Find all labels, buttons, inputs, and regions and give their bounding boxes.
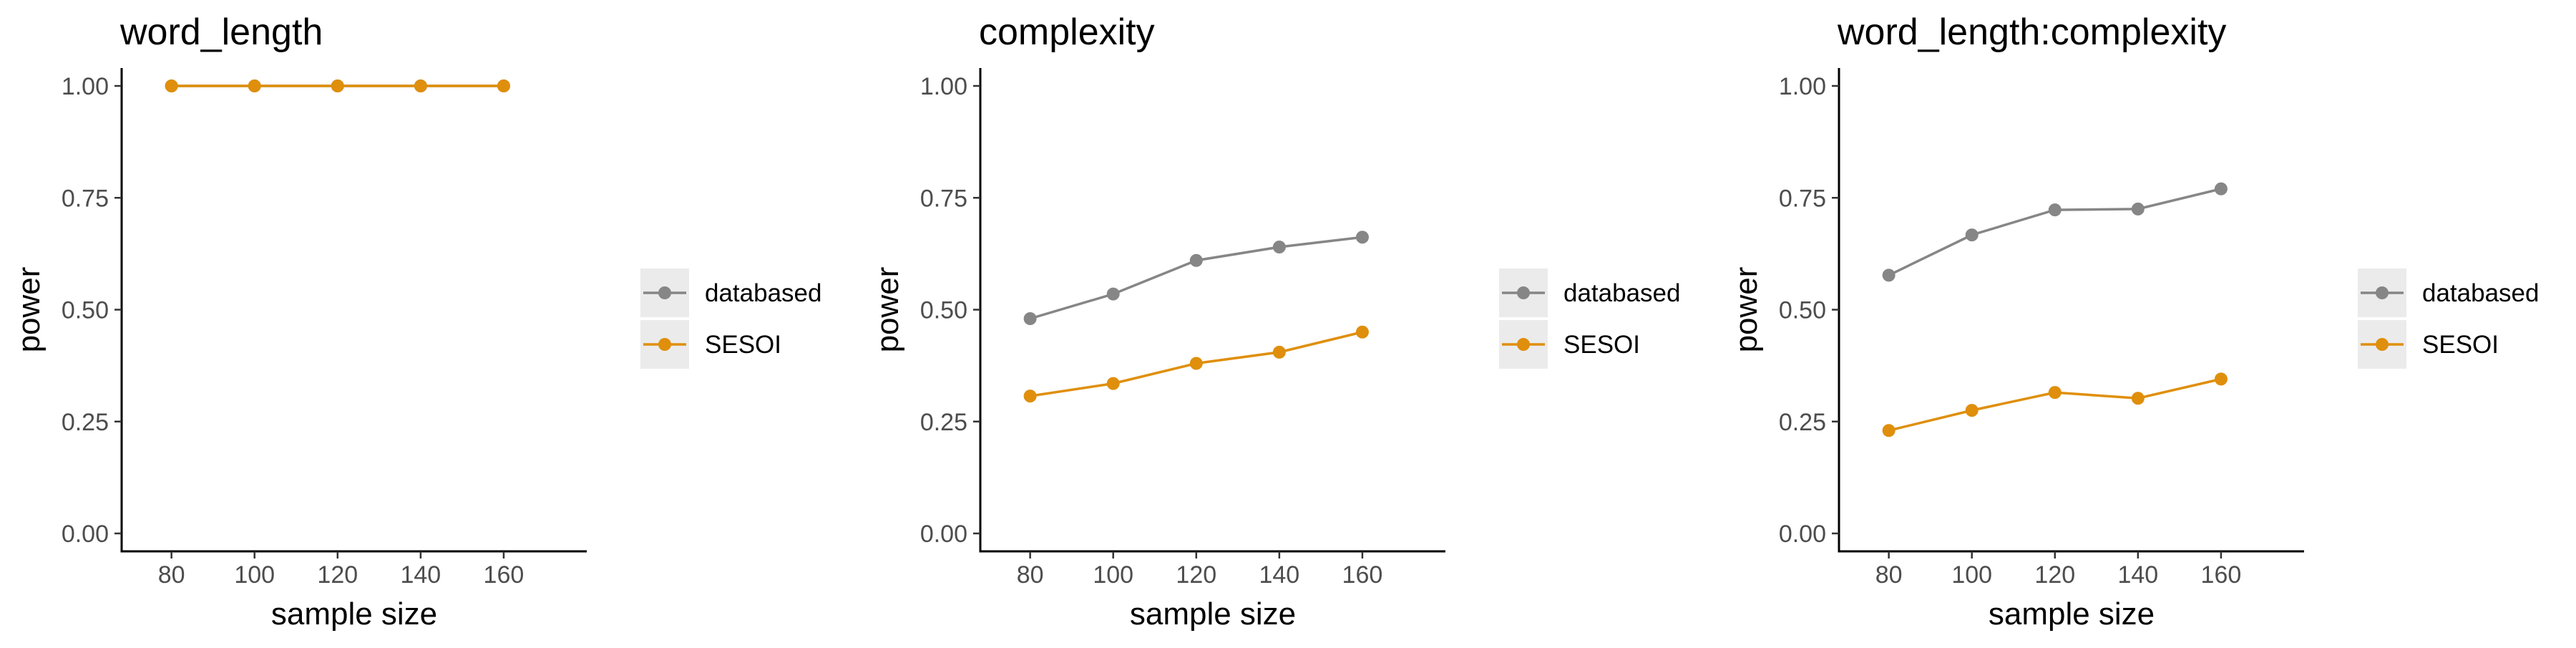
data-point-sesoi [2214,372,2228,386]
y-axis-label: power [1729,267,1764,353]
y-tick-label: 0.75 [1779,185,1826,212]
x-tick-label: 100 [1093,561,1133,589]
data-point-sesoi [2048,386,2062,400]
y-tick-label: 1.00 [1779,73,1826,100]
data-point-sesoi [331,79,344,92]
y-tick-label: 1.00 [920,73,967,100]
x-tick-label: 100 [1951,561,1992,589]
chart-svg: word_length 0.00 0.25 0.50 0.75 1.00 80 100 120 1… [11,11,821,632]
chart-panel-interaction: word_length:complexity 0.00 0.25 0.50 0.75 1.… [1717,0,2576,644]
data-point-databased [1355,231,1369,244]
y-tick-label: 0.75 [920,185,967,212]
y-tick-label: 0.50 [920,297,967,324]
data-point-sesoi [1272,345,1286,359]
y-axis-label: power [870,267,905,353]
data-point-databased [2131,202,2145,216]
legend-label: SESOI [705,331,781,359]
x-tick-label: 160 [484,561,525,589]
data-point-sesoi [1965,404,1979,417]
chart-title: word_length:complexity [1837,11,2226,53]
data-point-databased [1023,312,1037,325]
y-tick-label: 0.50 [62,297,109,324]
x-tick-label: 160 [1342,561,1383,589]
data-point-databased [1189,253,1203,267]
series-line-databased [1030,236,1363,320]
x-axis-label: sample size [271,596,437,632]
data-point-databased [2048,203,2062,217]
x-tick-label: 120 [317,561,358,589]
legend-label: databased [2422,279,2539,307]
chart-panel-word-length: word_length 0.00 0.25 0.50 0.75 1.00 80 100 120 1… [0,0,859,644]
chart-title: complexity [979,11,1155,53]
data-point-sesoi [1106,377,1120,390]
data-point-databased [1965,228,1979,242]
chart-panel-complexity: complexity 0.00 0.25 0.50 0.75 1.00 80 100 120 14… [859,0,1717,644]
chart-svg: complexity 0.00 0.25 0.50 0.75 1.00 80 100 120 14… [870,11,1680,632]
y-tick-label: 0.25 [62,409,109,436]
y-tick-label: 1.00 [62,73,109,100]
chart-title: word_length [119,11,323,53]
y-tick-label: 0.00 [1779,521,1826,548]
data-point-sesoi [1023,390,1037,403]
y-tick-label: 0.50 [1779,297,1826,324]
data-point-sesoi [1882,424,1896,437]
y-tick-label: 0.25 [920,409,967,436]
data-point-sesoi [1189,357,1203,370]
data-point-sesoi [248,79,261,92]
data-point-databased [1882,269,1896,282]
y-tick-label: 0.25 [1779,409,1826,436]
data-point-sesoi [414,79,427,92]
x-axis-label: sample size [1989,596,2155,632]
legend-key-point [2376,286,2389,299]
legend-key-point [658,286,671,299]
x-tick-label: 80 [1875,561,1903,589]
data-point-sesoi [2131,392,2145,405]
legend-label: databased [1563,279,1680,307]
y-tick-label: 0.75 [62,185,109,212]
series-line-databased [1888,188,2222,276]
x-tick-label: 140 [1259,561,1299,589]
legend-label: SESOI [1563,331,1640,359]
y-axis-label: power [11,267,47,353]
y-tick-label: 0.00 [920,521,967,548]
x-axis-label: sample size [1130,596,1296,632]
x-tick-label: 100 [234,561,275,589]
legend-label: SESOI [2422,331,2499,359]
x-tick-label: 160 [2201,561,2242,589]
x-tick-label: 140 [2117,561,2158,589]
legend-key-point [1517,338,1530,351]
legend-label: databased [705,279,821,307]
data-point-sesoi [497,79,510,92]
data-point-databased [2214,182,2228,195]
x-tick-label: 80 [1017,561,1044,589]
data-point-sesoi [165,79,178,92]
legend-key-point [2376,338,2389,351]
data-point-databased [1106,287,1120,301]
legend-key-point [658,338,671,351]
x-tick-label: 120 [2034,561,2075,589]
x-tick-label: 80 [158,561,185,589]
x-tick-label: 120 [1176,561,1216,589]
x-tick-label: 140 [400,561,441,589]
legend-key-point [1517,286,1530,299]
chart-svg: word_length:complexity 0.00 0.25 0.50 0.75 1.… [1729,11,2539,632]
data-point-databased [1272,241,1286,253]
y-tick-label: 0.00 [62,521,109,548]
data-point-sesoi [1355,325,1369,339]
